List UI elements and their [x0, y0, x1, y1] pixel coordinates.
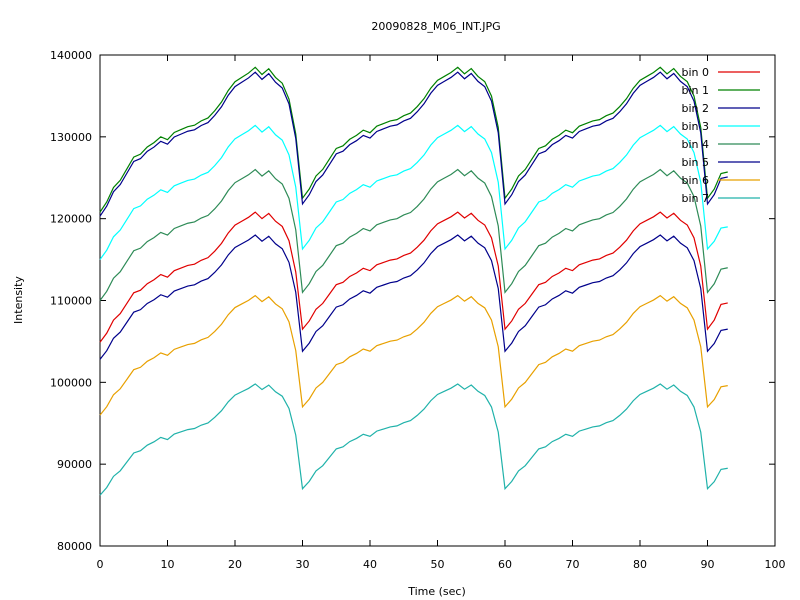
legend-label: bin 6 [681, 174, 709, 187]
x-axis-label: Time (sec) [407, 585, 466, 598]
x-tick-label: 50 [431, 558, 445, 571]
legend-label: bin 0 [681, 66, 709, 79]
x-tick-label: 30 [296, 558, 310, 571]
series-line [99, 211, 728, 343]
axis-ticks: 0 10 20 30 40 50 60 70 80 90 100 80000 90000 100000 11… [50, 49, 786, 571]
x-tick-label: 10 [161, 558, 175, 571]
y-tick-label: 140000 [50, 49, 92, 62]
x-tick-label: 60 [498, 558, 512, 571]
series-line [99, 294, 728, 416]
y-tick-label: 110000 [50, 295, 92, 308]
x-tick-label: 0 [97, 558, 104, 571]
chart-title: 20090828_M06_INT.JPG [371, 20, 500, 33]
y-tick-label: 90000 [57, 458, 92, 471]
x-tick-label: 70 [566, 558, 580, 571]
legend-label: bin 7 [681, 192, 709, 205]
x-tick-label: 40 [363, 558, 377, 571]
legend-label: bin 1 [681, 84, 709, 97]
series-lines [99, 66, 728, 496]
legend-label: bin 4 [681, 138, 709, 151]
y-tick-label: 120000 [50, 213, 92, 226]
plot-frame [99, 54, 776, 547]
legend-label: bin 2 [681, 102, 709, 115]
legend-label: bin 5 [681, 156, 709, 169]
y-axis-label: Intensity [12, 276, 25, 324]
x-tick-label: 80 [633, 558, 647, 571]
series-line [99, 71, 728, 217]
y-tick-label: 130000 [50, 131, 92, 144]
legend-label: bin 3 [681, 120, 709, 133]
y-tick-label: 80000 [57, 540, 92, 553]
y-tick-label: 100000 [50, 376, 92, 389]
x-tick-label: 100 [765, 558, 786, 571]
series-line [99, 168, 728, 301]
series-line [99, 124, 728, 260]
series-line [99, 234, 728, 360]
x-tick-label: 90 [701, 558, 715, 571]
legend: bin 0 bin 1 bin 2 bin 3 bin 4 bin 5 bin 6 bin 7 [681, 66, 760, 205]
series-line [99, 66, 728, 213]
series-line [99, 383, 728, 496]
x-tick-label: 20 [228, 558, 242, 571]
